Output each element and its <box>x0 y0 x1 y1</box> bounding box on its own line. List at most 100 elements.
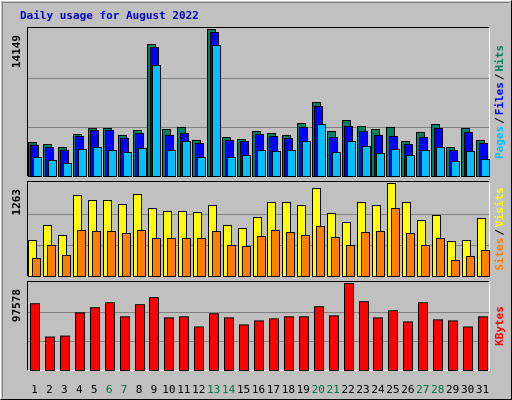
bar <box>451 260 460 278</box>
bar <box>316 226 325 278</box>
bar <box>433 319 443 371</box>
bar <box>346 245 355 277</box>
bar <box>197 238 206 277</box>
bar <box>359 301 369 371</box>
bar <box>212 231 221 278</box>
bar <box>120 316 130 372</box>
bar <box>60 335 70 371</box>
bar <box>33 156 42 178</box>
x-tick-label: 19 <box>297 383 310 396</box>
bar <box>317 124 326 177</box>
x-tick-label: 30 <box>461 383 474 396</box>
legend: Pages/Files/Hits <box>493 45 506 159</box>
bar <box>466 255 475 277</box>
bar <box>376 153 385 177</box>
bar <box>209 313 219 371</box>
bar <box>135 304 145 371</box>
bar <box>436 238 445 277</box>
bar <box>239 324 249 371</box>
bar <box>62 255 71 277</box>
legend-entry: Pages <box>493 126 506 159</box>
legend-entry: Hits <box>493 45 506 72</box>
bar <box>257 236 266 278</box>
bar <box>63 163 72 177</box>
bar <box>107 231 116 278</box>
x-tick-label: 21 <box>327 383 340 396</box>
legend: Sites / Visits <box>493 187 506 271</box>
bar <box>391 208 400 277</box>
bar <box>362 145 371 178</box>
x-tick-label: 4 <box>76 383 83 396</box>
bar <box>301 234 310 277</box>
bar <box>478 316 488 372</box>
bar <box>93 147 102 178</box>
bar <box>242 246 251 278</box>
bar <box>75 312 85 371</box>
bar <box>137 229 146 277</box>
legend-entry: KBytes <box>493 306 506 346</box>
x-tick-label: 12 <box>192 383 205 396</box>
x-tick-label: 13 <box>207 383 220 396</box>
bar <box>227 156 236 178</box>
x-tick-label: 2 <box>46 383 53 396</box>
bar <box>403 321 413 372</box>
x-tick-label: 24 <box>371 383 385 396</box>
bar <box>32 258 41 278</box>
panel-edge-dark <box>27 281 490 371</box>
legend-entry: Files <box>493 82 506 115</box>
bar <box>167 150 176 177</box>
panel-edge-dark <box>27 27 490 177</box>
bar <box>448 320 458 371</box>
x-tick-label: 22 <box>341 383 354 396</box>
legend-entry: Sites <box>493 238 506 271</box>
y-tick-label: 97578 <box>10 289 23 322</box>
bar <box>406 155 415 177</box>
bar <box>373 317 383 372</box>
bar <box>149 297 159 371</box>
bar <box>287 150 296 177</box>
bar <box>224 317 234 372</box>
bar <box>257 150 266 177</box>
bar <box>388 310 398 372</box>
bar <box>164 317 174 372</box>
bar <box>344 283 354 371</box>
bar <box>329 315 339 372</box>
x-tick-label: 17 <box>267 383 280 396</box>
bar <box>391 148 400 177</box>
bar <box>30 303 40 371</box>
x-tick-label: 31 <box>476 383 489 396</box>
bar <box>331 236 340 278</box>
bar <box>451 161 460 178</box>
x-tick-label: 11 <box>177 383 190 396</box>
bar <box>347 140 356 177</box>
x-tick-label: 29 <box>446 383 459 396</box>
bar <box>77 229 86 277</box>
bar <box>286 232 295 277</box>
bar <box>361 232 370 277</box>
bar <box>254 320 264 371</box>
bar <box>179 316 189 372</box>
x-tick-label: 26 <box>401 383 414 396</box>
bar <box>376 231 385 278</box>
bar <box>436 147 445 178</box>
x-tick-label: 23 <box>356 383 369 396</box>
bar <box>92 231 101 278</box>
x-tick-label: 14 <box>222 383 236 396</box>
bar <box>152 238 161 277</box>
x-tick-label: 9 <box>151 383 158 396</box>
legend-entry: Visits <box>493 187 506 227</box>
bar <box>108 150 117 177</box>
bar <box>123 152 132 178</box>
bar <box>271 229 280 277</box>
bar <box>122 232 131 277</box>
x-tick-label: 16 <box>252 383 265 396</box>
x-tick-label: 28 <box>431 383 444 396</box>
bar <box>45 336 55 372</box>
bar <box>332 152 341 178</box>
bar <box>78 148 87 177</box>
y-tick-label: 1263 <box>10 189 23 216</box>
bar <box>138 147 147 177</box>
bar <box>463 326 473 372</box>
